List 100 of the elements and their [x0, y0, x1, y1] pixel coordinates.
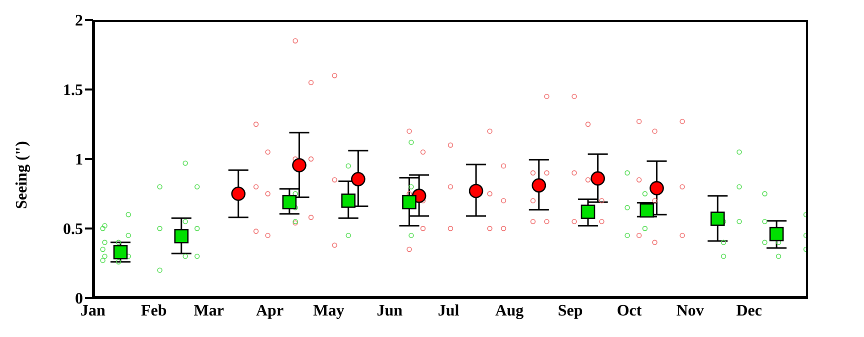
point [572, 170, 577, 176]
point [652, 198, 658, 204]
point [332, 177, 338, 182]
point [544, 170, 550, 176]
point [585, 122, 591, 127]
point [710, 212, 725, 226]
point [182, 160, 188, 166]
point [194, 254, 200, 259]
point [769, 226, 784, 242]
y-axis-title: Seeing (") [14, 141, 31, 209]
point [292, 158, 306, 172]
point [636, 177, 642, 182]
point [720, 254, 726, 259]
point [253, 228, 259, 234]
point [652, 128, 658, 134]
point [585, 177, 591, 182]
point [351, 172, 366, 186]
point [346, 232, 351, 238]
point [580, 204, 596, 219]
point [680, 118, 685, 124]
point [402, 194, 416, 210]
point [341, 194, 356, 208]
point [420, 226, 426, 232]
point [642, 226, 648, 232]
x-tick-label: May [313, 302, 344, 320]
point [116, 259, 122, 264]
y-tick-label: 0.5 [63, 221, 83, 238]
point [126, 212, 131, 218]
point [736, 149, 742, 155]
point [532, 178, 546, 193]
point [406, 128, 412, 134]
point [572, 218, 577, 224]
point [100, 258, 106, 264]
point [530, 170, 536, 176]
point [253, 184, 259, 190]
point [102, 223, 108, 228]
point [680, 184, 685, 190]
x-tick-label: Mar [194, 302, 224, 320]
point [736, 184, 742, 190]
point [599, 218, 604, 224]
point [100, 226, 106, 232]
point [572, 94, 577, 100]
point [652, 240, 658, 245]
point [408, 140, 414, 145]
point [174, 228, 189, 244]
point [642, 191, 648, 196]
point [182, 218, 188, 224]
point [448, 226, 454, 232]
y-tick-label: 1 [75, 152, 83, 169]
point [624, 170, 630, 176]
point [599, 198, 604, 204]
point [157, 226, 162, 232]
point [308, 156, 314, 162]
x-tick-label: Dec [736, 302, 762, 320]
point [500, 163, 506, 169]
point [308, 214, 314, 220]
point [590, 171, 605, 186]
point [408, 232, 414, 238]
point [182, 254, 188, 259]
x-tick-label: Oct [616, 302, 642, 320]
point [265, 191, 270, 196]
point [468, 184, 484, 198]
x-tick-label: Jun [376, 302, 403, 320]
point [408, 184, 414, 190]
point [640, 203, 654, 218]
x-tick-label: Jan [80, 302, 106, 320]
point [265, 149, 270, 155]
point [530, 218, 536, 224]
point [102, 254, 108, 259]
point [720, 240, 726, 245]
point [194, 184, 200, 190]
point [292, 38, 298, 44]
point [113, 244, 128, 260]
x-tick-label: Jul [438, 302, 460, 320]
point [116, 240, 122, 245]
point [530, 198, 536, 204]
point [157, 268, 162, 273]
point [157, 184, 162, 190]
point [332, 242, 338, 248]
point [544, 218, 550, 224]
point [544, 94, 550, 100]
point [100, 246, 106, 252]
x-tick-label: Apr [256, 302, 284, 320]
x-tick-label: Aug [495, 302, 524, 320]
point [680, 232, 685, 238]
point [762, 240, 768, 245]
point [282, 194, 297, 210]
point [636, 232, 642, 238]
point [736, 218, 742, 224]
point [762, 191, 768, 196]
point [636, 118, 642, 124]
point [448, 184, 454, 190]
point [102, 240, 108, 245]
point [332, 73, 338, 78]
point [500, 198, 506, 204]
y-tick-label: 2 [75, 12, 83, 30]
point [265, 232, 270, 238]
point [624, 205, 630, 210]
point [650, 181, 664, 196]
point [253, 122, 259, 127]
